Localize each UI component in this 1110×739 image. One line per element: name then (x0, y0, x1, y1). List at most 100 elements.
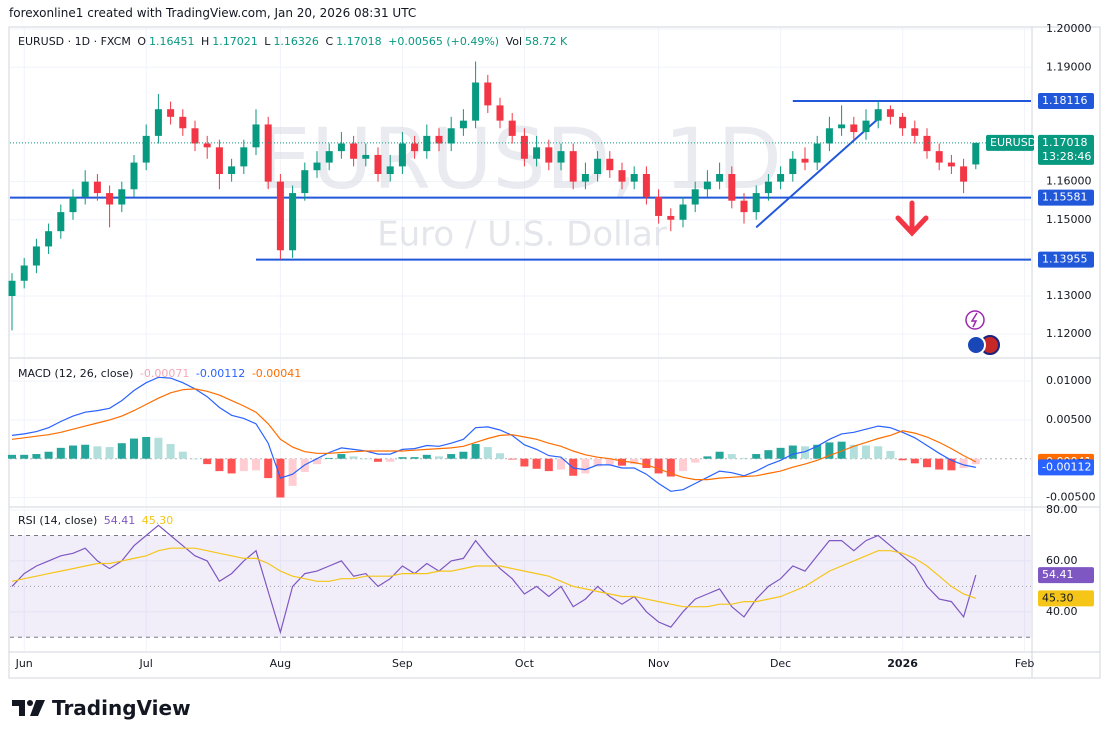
candle-body (777, 174, 785, 182)
histogram-bar (239, 458, 248, 472)
candle-body (45, 231, 53, 247)
frame (8, 26, 1101, 679)
x-tick-label: Jun (15, 657, 33, 670)
histogram-bar (349, 456, 358, 459)
rsi-legend: RSI (14, close) 54.41 45.30 (18, 514, 176, 527)
histogram-bar (947, 458, 956, 471)
candle-body (289, 193, 297, 251)
chart-icons[interactable] (965, 310, 1000, 355)
macd-legend: MACD (12, 26, close) -0.00071 -0.00112 -… (18, 367, 304, 380)
macd-line (11, 376, 976, 492)
histogram-bar (544, 458, 553, 472)
histogram-bar (642, 458, 651, 469)
candle-body (630, 174, 638, 182)
candle-body (801, 158, 809, 163)
candle-body (93, 181, 101, 194)
rsi-line (11, 547, 976, 608)
candle-body (606, 158, 614, 171)
histogram-bar (154, 437, 163, 459)
histogram-bar (752, 454, 761, 459)
ohlc-value: 1.17021 (212, 35, 258, 48)
ohlc-letter: H (201, 35, 210, 48)
histogram-bar (496, 453, 504, 459)
histogram-bar (740, 457, 748, 459)
candle-body (179, 116, 187, 129)
histogram-bar (422, 454, 431, 459)
histogram-bar (191, 458, 199, 460)
level-label: 1.13955 (1042, 253, 1088, 266)
histogram-bar (813, 444, 822, 459)
histogram-bar (20, 454, 29, 459)
histogram-bar (898, 458, 907, 461)
histogram-bar (32, 454, 41, 459)
histogram-bar (178, 451, 187, 459)
candle-body (923, 135, 931, 152)
histogram-bar (459, 451, 468, 459)
y-tick-label: 1.19000 (1046, 60, 1092, 73)
candle-body (520, 135, 528, 159)
candle-body (960, 166, 968, 182)
candle-body (752, 193, 760, 213)
candle-body (764, 181, 772, 194)
candle-body (301, 170, 309, 194)
level-label: 1.15581 (1042, 191, 1088, 204)
level-label-box (1038, 251, 1094, 268)
candle-body (167, 109, 175, 117)
candle-body (911, 128, 919, 136)
candle-body (825, 128, 833, 144)
candle-body (886, 109, 894, 117)
histogram-bar (630, 458, 639, 465)
candle-body (728, 174, 736, 201)
candle-body (862, 120, 870, 133)
candle-body (972, 142, 980, 165)
candle-body (423, 135, 431, 152)
candle-body (740, 200, 748, 213)
ohlc-value: 1.16451 (149, 35, 195, 48)
event-icon[interactable] (965, 310, 985, 330)
candle-body (118, 189, 126, 205)
candle-body (813, 143, 821, 163)
level-label: 1.18116 (1042, 94, 1088, 107)
candle-body (935, 151, 943, 163)
value-tag: 54.41 (1042, 568, 1074, 581)
histogram-bar (508, 458, 517, 460)
arrow-icon (895, 200, 929, 237)
volume: 58.72 K (525, 35, 568, 48)
histogram-bar (117, 443, 126, 459)
y-tick-label: 0.01000 (1046, 374, 1092, 387)
x-tick-label: Aug (270, 657, 291, 670)
candle-body (350, 143, 358, 159)
histogram-bar (703, 456, 712, 459)
histogram-bar (959, 458, 968, 469)
candle-body (484, 82, 492, 106)
x-tick-label: Dec (770, 657, 791, 670)
header: forexonline1 created with TradingView.co… (9, 6, 417, 20)
histogram-bar (593, 458, 602, 467)
candle-body (386, 166, 394, 175)
candle-body (569, 151, 577, 182)
histogram-bar (557, 458, 565, 470)
candle-body (679, 204, 687, 220)
candle-body (557, 151, 565, 163)
value-tag-box (1038, 459, 1094, 476)
candles (8, 61, 980, 331)
ohlc-letter: O (137, 35, 147, 48)
histogram-bar (691, 458, 700, 463)
flag-icon[interactable] (966, 335, 986, 355)
y-tick-label: 1.15000 (1046, 213, 1092, 226)
candle-body (899, 116, 907, 129)
histogram-bar (910, 458, 919, 464)
histogram-bar (581, 458, 590, 474)
logo-shape (27, 700, 33, 706)
histogram-bar (886, 450, 895, 459)
x-tick-label: Oct (515, 657, 535, 670)
histogram-bar (788, 445, 797, 459)
candle-body (276, 181, 284, 251)
candle-body (337, 143, 345, 152)
histogram-bar (215, 458, 224, 472)
y-tick-label: 1.13000 (1046, 289, 1092, 302)
candle-body (411, 143, 419, 152)
main-legend: EURUSD · 1D · FXCM O 1.16451 H 1.17021 L 1.… (18, 35, 570, 48)
candle-body (533, 147, 541, 159)
